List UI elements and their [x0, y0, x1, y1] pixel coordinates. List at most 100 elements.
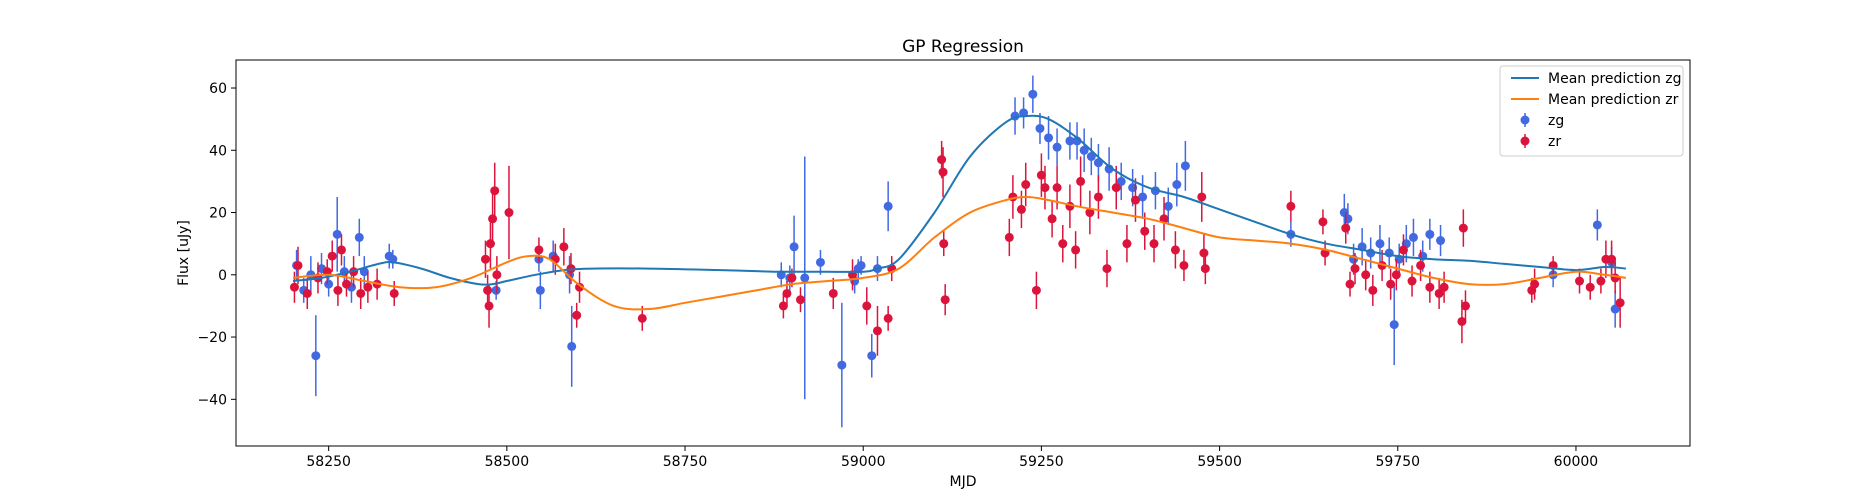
zr-point [1140, 226, 1150, 236]
zr-point [336, 245, 346, 255]
y-tick-label: 40 [209, 143, 227, 159]
zr-point [1607, 254, 1617, 264]
legend-swatch-zr [1520, 136, 1530, 146]
zr-point [940, 295, 950, 305]
zr-point [1361, 270, 1371, 280]
series-zr [289, 140, 1625, 356]
zr-point [504, 208, 514, 218]
zg-point [332, 229, 342, 239]
zg-point [789, 242, 799, 252]
zg-point [1138, 192, 1148, 202]
zr-point [1111, 183, 1121, 193]
x-tick-label: 59000 [841, 454, 886, 470]
zr-point [1457, 316, 1467, 326]
x-tick-label: 59250 [1019, 454, 1064, 470]
zr-point [872, 326, 882, 336]
chart-title: GP Regression [902, 37, 1024, 57]
zg-point [1035, 123, 1045, 133]
zr-point [1425, 282, 1435, 292]
zr-point [1460, 301, 1470, 311]
zr-point [1122, 239, 1132, 249]
zr-point [1036, 170, 1046, 180]
zr-point [1575, 276, 1585, 286]
zg-point [1389, 320, 1399, 330]
zg-point [1116, 176, 1126, 186]
zr-point [1058, 239, 1068, 249]
zg-point [837, 360, 847, 370]
zr-point [1047, 214, 1057, 224]
zr-point [363, 282, 373, 292]
zr-point [559, 242, 569, 252]
line-mean-prediction-zg [292, 114, 1626, 286]
zr-point [1350, 264, 1360, 274]
zg-point [1104, 164, 1114, 174]
zg-point [1180, 161, 1190, 171]
zr-point [1179, 260, 1189, 270]
zr-point [1102, 264, 1112, 274]
zg-point [1079, 145, 1089, 155]
zr-point [485, 239, 495, 249]
zr-point [1199, 248, 1209, 258]
zr-point [828, 288, 838, 298]
y-tick-label: 0 [218, 268, 227, 284]
zr-point [327, 251, 337, 261]
x-axis: 58250 58500 58750 59000 59250 59500 59750 60000 [306, 446, 1598, 470]
y-tick-label: 60 [209, 81, 227, 97]
zg-point [567, 341, 577, 351]
y-tick-label: −20 [197, 330, 227, 346]
y-tick-label: 20 [209, 206, 227, 222]
y-axis-label: Flux [uJy] [176, 220, 192, 286]
zg-point [1065, 136, 1075, 146]
zr-point [883, 313, 893, 323]
zr-point [1200, 264, 1210, 274]
zr-point [1585, 282, 1595, 292]
legend-box [1499, 65, 1684, 157]
zr-point [1530, 279, 1540, 289]
zr-point [778, 301, 788, 311]
zr-point [488, 214, 498, 224]
zr-point [1130, 195, 1140, 205]
x-tick-label: 58750 [663, 454, 708, 470]
plot-frame [235, 59, 1691, 447]
x-tick-label: 59750 [1376, 454, 1421, 470]
zr-point [575, 282, 585, 292]
x-tick-label: 58500 [485, 454, 530, 470]
zr-point [1434, 288, 1444, 298]
zg-point [535, 285, 545, 295]
zg-point [1052, 142, 1062, 152]
zr-point [1391, 270, 1401, 280]
zr-point [1318, 217, 1328, 227]
zg-point [800, 273, 810, 283]
zg-point [354, 232, 364, 242]
legend-label-zr: zr [1548, 134, 1561, 150]
zr-point [1021, 180, 1031, 190]
zg-point [867, 351, 877, 361]
zr-point [938, 167, 948, 177]
zg-point [311, 351, 321, 361]
zr-point [1286, 201, 1296, 211]
zr-point [1170, 245, 1180, 255]
zg-point [815, 257, 825, 267]
curves [292, 114, 1627, 311]
x-tick-label: 60000 [1554, 454, 1599, 470]
zr-point [480, 254, 490, 264]
zr-point [302, 288, 312, 298]
legend-label-mean-zr: Mean prediction zr [1548, 92, 1679, 108]
zr-point [1615, 298, 1625, 308]
y-tick-label: −40 [197, 392, 227, 408]
zr-point [1093, 192, 1103, 202]
zg-point [1028, 89, 1038, 99]
zr-point [1416, 260, 1426, 270]
y-axis: −40 −20 0 20 40 60 [197, 81, 236, 408]
zr-point [1159, 214, 1169, 224]
legend-label-mean-zg: Mean prediction zg [1548, 71, 1682, 87]
zr-point [1386, 279, 1396, 289]
zg-point [1375, 239, 1385, 249]
zg-point [1610, 304, 1620, 314]
x-axis-label: MJD [950, 474, 977, 490]
zr-point [484, 301, 494, 311]
zr-point [1071, 245, 1081, 255]
zr-point [1345, 279, 1355, 289]
zr-point [787, 273, 797, 283]
